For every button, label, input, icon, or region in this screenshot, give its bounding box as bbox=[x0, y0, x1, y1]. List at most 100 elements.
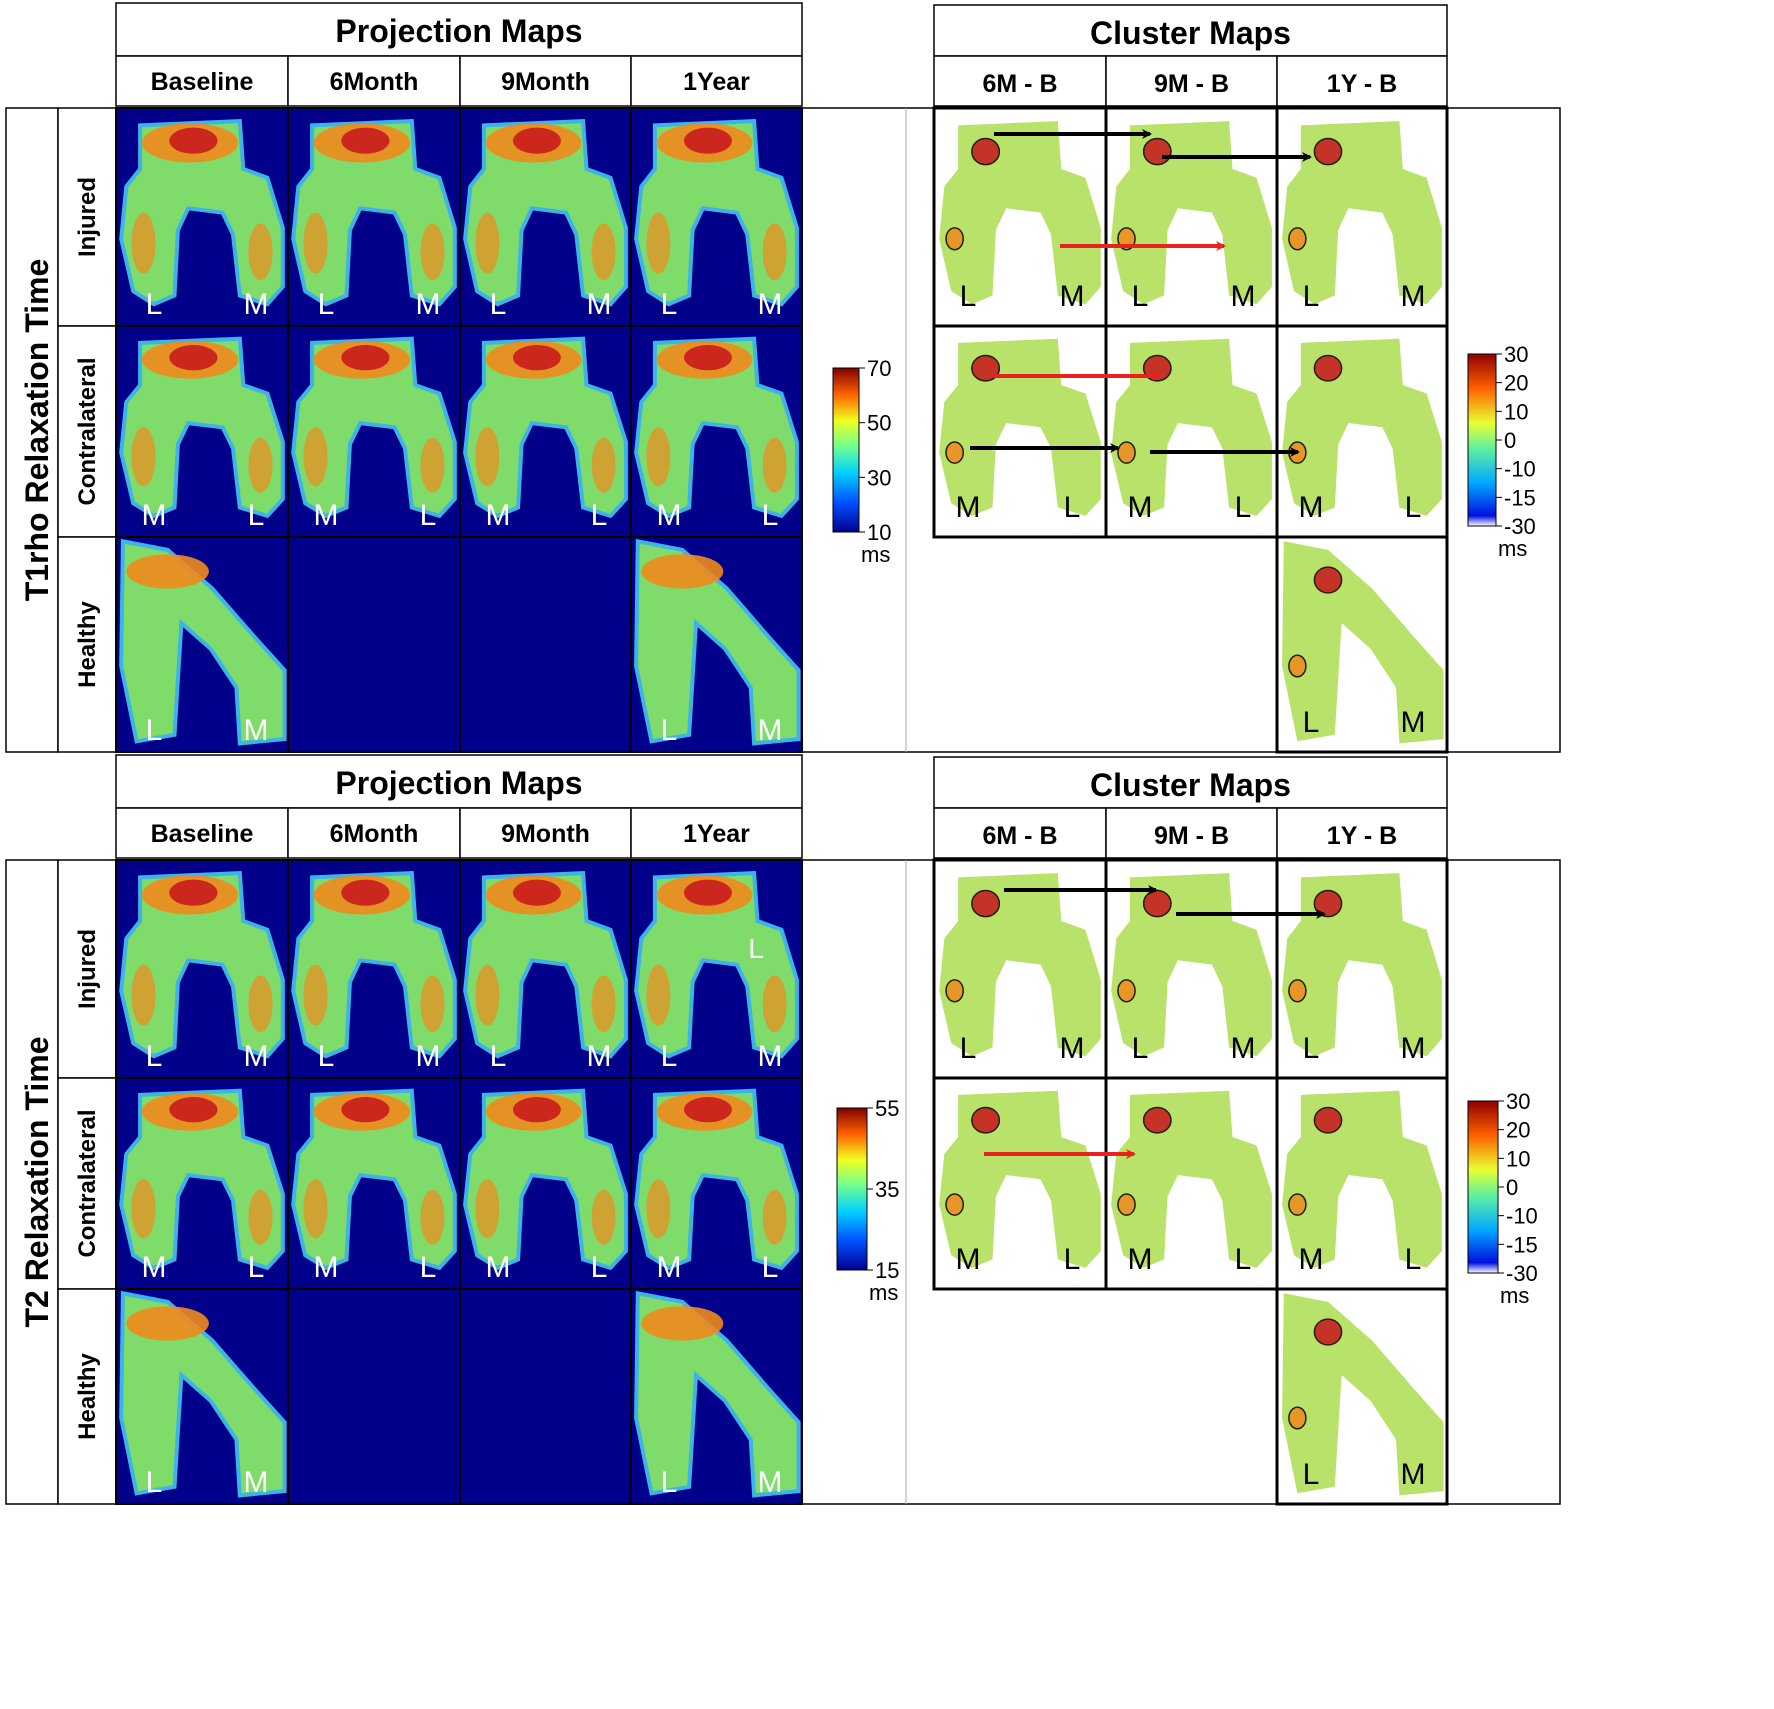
side-letter: M bbox=[1299, 1243, 1324, 1276]
significant-cluster bbox=[971, 137, 1001, 166]
projection-map-cell bbox=[115, 859, 289, 1079]
cluster-column-header: 6M - B bbox=[983, 822, 1058, 850]
cartilage-map bbox=[291, 119, 457, 307]
peak-value-region bbox=[684, 344, 732, 371]
cluster-map bbox=[1111, 873, 1272, 1057]
colorbar-tick-label: 10 bbox=[1506, 1146, 1530, 1171]
colorbar-unit: ms bbox=[861, 542, 890, 567]
condyle-warm-region bbox=[131, 212, 156, 274]
side-letter: M bbox=[1401, 1032, 1426, 1065]
side-letter: L bbox=[1132, 280, 1149, 313]
colorbar-tick-label: 20 bbox=[1504, 371, 1528, 396]
side-letter: M bbox=[1401, 280, 1426, 313]
side-letter: M bbox=[142, 499, 167, 532]
side-letter: L bbox=[591, 499, 608, 532]
cluster-column-header-box bbox=[1105, 55, 1278, 107]
condyle-warm-region bbox=[646, 964, 671, 1026]
side-letter: L bbox=[248, 1251, 265, 1284]
condyle-warm-region bbox=[303, 964, 328, 1026]
colorbar-unit: ms bbox=[1498, 536, 1527, 561]
colorbar-tick-label: 35 bbox=[875, 1177, 899, 1202]
cluster-map-cell bbox=[932, 324, 1108, 539]
extra-side-letter: L bbox=[748, 933, 764, 964]
cartilage-map bbox=[634, 871, 799, 1059]
projection-column-header: Baseline bbox=[151, 820, 254, 848]
significant-cluster bbox=[971, 889, 1001, 918]
cluster-map bbox=[1111, 121, 1272, 305]
significant-cluster bbox=[1142, 137, 1172, 166]
row-label: Healthy bbox=[74, 601, 101, 688]
cartilage-map bbox=[634, 336, 799, 519]
condyle-warm-region bbox=[248, 1189, 273, 1245]
cluster-column-header: 1Y - B bbox=[1327, 70, 1397, 98]
side-letter: L bbox=[1132, 1032, 1149, 1065]
cartilage-map bbox=[119, 1088, 285, 1271]
group-label-box bbox=[5, 107, 59, 753]
empty-projection-cell bbox=[459, 1288, 632, 1505]
colorbar-tick-label: 30 bbox=[1504, 342, 1528, 367]
cluster-map bbox=[1282, 1090, 1442, 1268]
condyle-warm-region bbox=[131, 964, 156, 1026]
side-letter: M bbox=[1401, 1458, 1426, 1491]
condyle-warm-region bbox=[420, 975, 445, 1033]
condyle-warm-region bbox=[131, 427, 156, 487]
row-label: Healthy bbox=[74, 1353, 101, 1440]
projection-column-header-box bbox=[459, 55, 632, 107]
side-letter: M bbox=[1060, 1032, 1085, 1065]
row-label-box bbox=[57, 536, 117, 753]
cluster-column-header-box bbox=[933, 807, 1107, 859]
side-letter: M bbox=[1231, 280, 1256, 313]
row-label: Contralateral bbox=[74, 357, 101, 505]
cluster-map bbox=[939, 338, 1101, 516]
cluster-map-cell bbox=[1104, 1076, 1279, 1291]
condyle-warm-region bbox=[420, 437, 445, 493]
colorbar-tick-label: 55 bbox=[875, 1096, 899, 1121]
cluster-map-cell bbox=[1104, 324, 1279, 539]
peak-value-region bbox=[513, 879, 561, 906]
projection-column-header: 1Year bbox=[683, 820, 750, 848]
side-letter: L bbox=[960, 1032, 977, 1065]
cluster-column-header: 9M - B bbox=[1154, 822, 1229, 850]
projection-column-header: 6Month bbox=[330, 820, 419, 848]
condyle-warm-region bbox=[475, 212, 500, 274]
colorbar-tick-label: 70 bbox=[867, 356, 891, 381]
significant-cluster bbox=[1288, 1193, 1307, 1216]
cluster-map bbox=[939, 1090, 1101, 1268]
condyle-warm-region bbox=[762, 223, 787, 281]
side-letter: L bbox=[1405, 491, 1422, 524]
projection-column-header-box bbox=[115, 807, 289, 859]
condyle-warm-region bbox=[475, 1179, 500, 1239]
projection-column-header-box bbox=[630, 55, 803, 107]
projection-column-header: 6Month bbox=[330, 68, 419, 96]
condyle-warm-region bbox=[591, 1189, 616, 1245]
significant-cluster bbox=[1117, 1193, 1136, 1216]
cluster-map bbox=[1282, 338, 1442, 516]
condyle-warm-region bbox=[248, 223, 273, 281]
colorbar-tick-label: 0 bbox=[1506, 1175, 1518, 1200]
projection-map-cell bbox=[287, 859, 461, 1079]
cartilage-map bbox=[634, 119, 799, 307]
projection-map-cell bbox=[115, 107, 289, 327]
cluster-map-cell bbox=[1104, 858, 1279, 1080]
peak-value-region bbox=[513, 1096, 561, 1123]
significant-cluster bbox=[1117, 979, 1136, 1003]
colorbar-tick-label: -10 bbox=[1506, 1204, 1538, 1229]
projection-column-header-box bbox=[630, 807, 803, 859]
cluster-map bbox=[939, 873, 1101, 1057]
cartilage-map bbox=[634, 1290, 801, 1498]
side-letter: M bbox=[1128, 1243, 1153, 1276]
side-letter: L bbox=[661, 1040, 678, 1073]
cluster-map bbox=[1282, 121, 1442, 305]
condyle-warm-region bbox=[303, 427, 328, 487]
peak-value-region bbox=[169, 879, 218, 906]
cluster-map bbox=[1111, 1090, 1272, 1268]
side-letter: L bbox=[146, 288, 163, 321]
side-letter: M bbox=[244, 1466, 269, 1499]
group-label: T1rho Relaxation Time bbox=[19, 259, 55, 602]
significant-cluster bbox=[945, 1193, 964, 1216]
side-letter: L bbox=[1235, 491, 1252, 524]
condyle-warm-region bbox=[591, 223, 616, 281]
significant-cluster bbox=[971, 1106, 1001, 1134]
